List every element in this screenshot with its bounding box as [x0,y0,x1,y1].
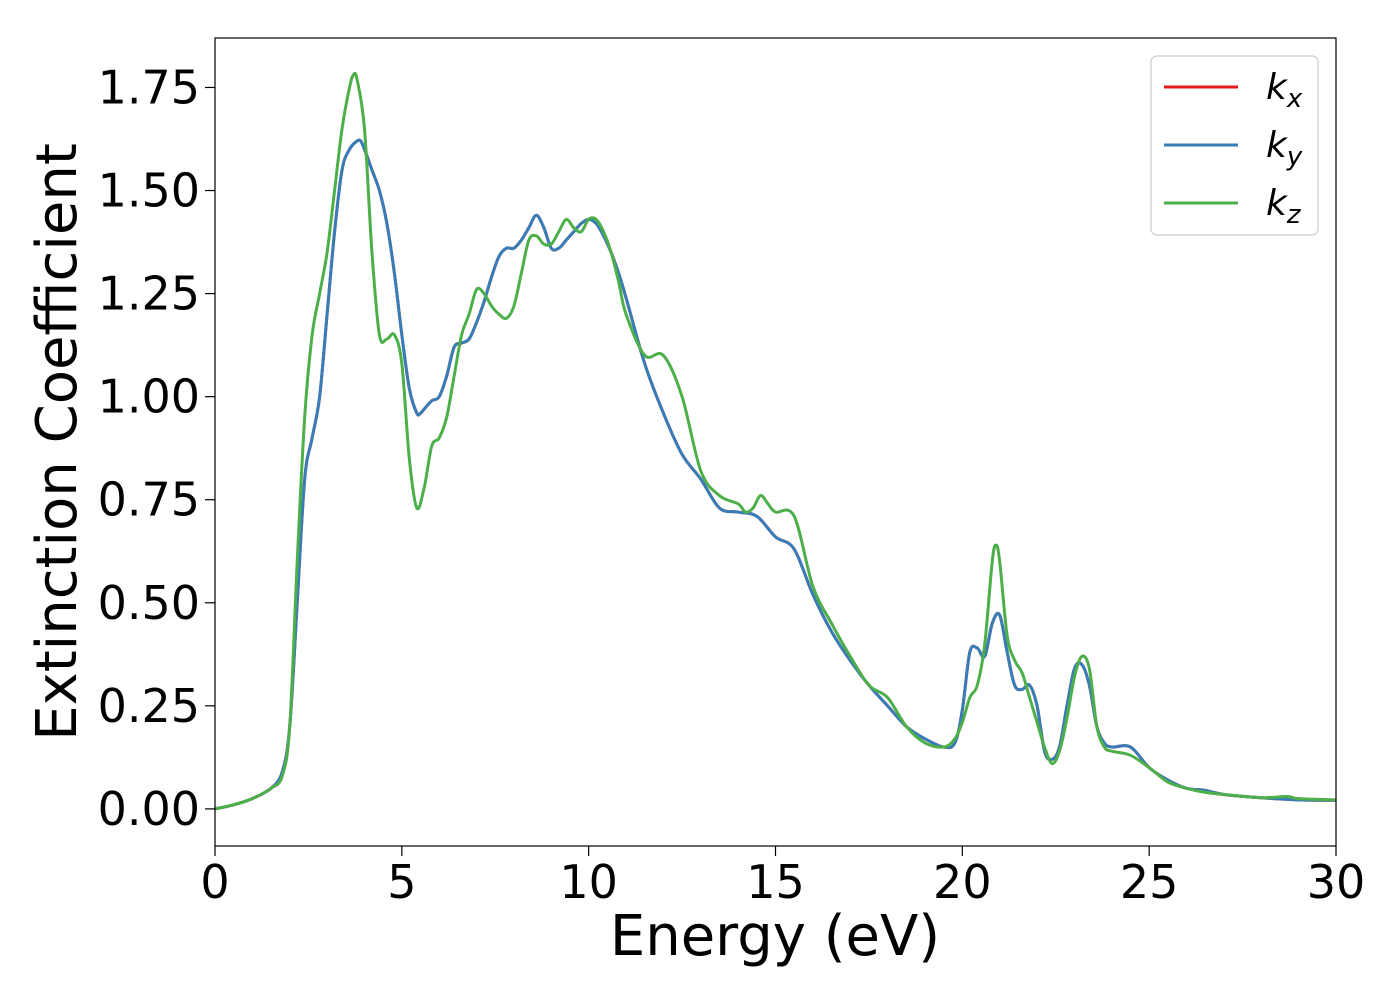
x-axis: 0 5 10 15 20 25 30 [200,846,1365,909]
x-tick-label: 5 [387,855,416,909]
x-tick-label: 10 [559,855,618,909]
x-tick-label: 0 [200,855,229,909]
x-tick-label: 20 [933,855,992,909]
y-tick-label: 1.75 [98,60,200,114]
y-axis-label: Extinction Coefficient [25,143,90,741]
y-tick-label: 1.50 [98,164,200,218]
y-tick-label: 0.25 [98,679,200,733]
y-tick-label: 1.25 [98,267,200,321]
y-tick-label: 0.00 [98,782,200,836]
x-tick-label: 30 [1307,855,1366,909]
series-layer [215,71,1336,811]
y-tick-label: 0.75 [98,473,200,527]
x-axis-label: Energy (eV) [610,904,940,969]
y-axis: 0.00 0.25 0.50 0.75 1.00 1.25 1.50 1.75 [98,60,215,836]
y-tick-label: 1.00 [98,370,200,424]
x-tick-label: 15 [746,855,805,909]
y-tick-label: 0.50 [98,576,200,630]
x-tick-label: 25 [1120,855,1179,909]
series-line-z [215,71,1336,811]
